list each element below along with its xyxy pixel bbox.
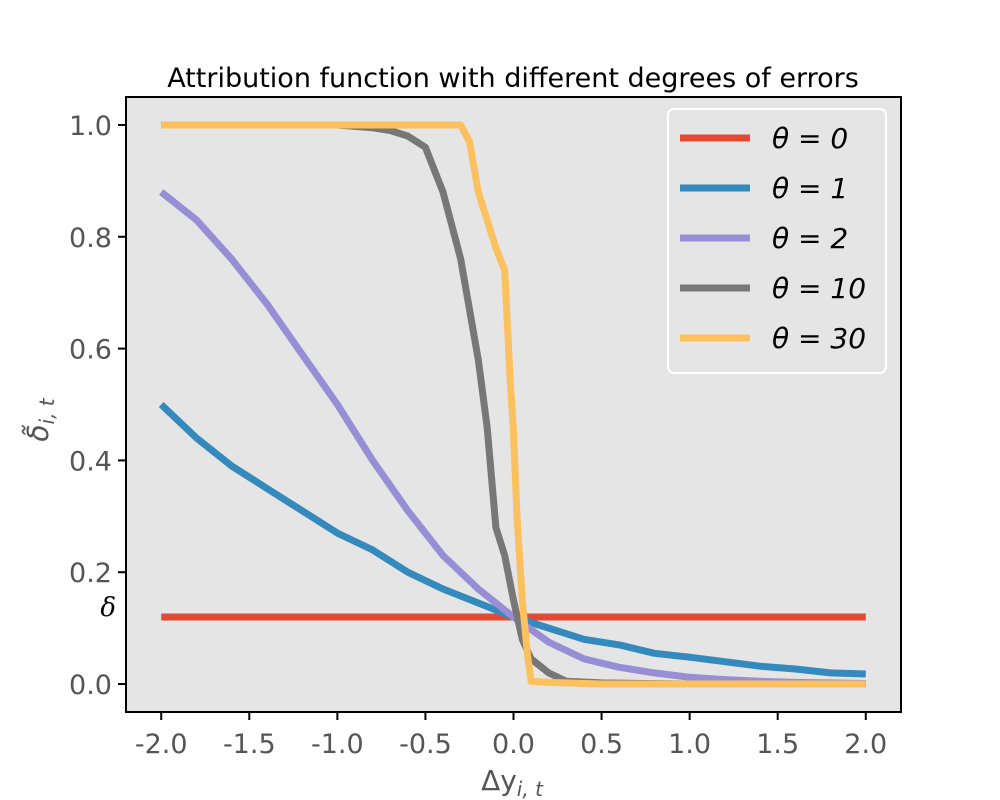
x-axis-label: Δyi, t (481, 764, 544, 800)
y-tick-label: 0.4 (69, 446, 112, 477)
legend-label: θ = 30 (772, 322, 866, 355)
series-line-4 (161, 121, 866, 688)
y-axis-label: δ̃i, t (21, 397, 59, 441)
x-tick-label: 0.5 (580, 729, 623, 760)
x-axis: -2.0 -1.5 -1.0 -0.5 0.0 0.5 1.0 1.5 2.0 (135, 712, 887, 760)
delta-annotation: δ (100, 593, 116, 623)
y-tick-label: 0.6 (69, 335, 112, 366)
x-tick-label: -0.5 (399, 729, 452, 760)
x-tick-label: -2.0 (135, 729, 188, 760)
x-tick-label: 2.0 (844, 729, 887, 760)
legend-label: θ = 0 (772, 122, 848, 155)
series-lines (158, 121, 866, 688)
y-tick-label: 0.2 (69, 558, 112, 589)
x-tick-label: 1.0 (668, 729, 711, 760)
x-axis-label-main: Δy (481, 764, 517, 797)
y-tick-label: 1.0 (69, 111, 112, 142)
legend-label: θ = 1 (772, 172, 848, 205)
x-axis-label-sub: i, t (517, 777, 544, 800)
legend: θ = 0 θ = 1 θ = 2 θ = 10 θ = 30 (667, 108, 887, 374)
chart-title: Attribution function with different degr… (167, 63, 859, 94)
y-axis-label-main: δ̃ (21, 424, 55, 441)
legend-label: θ = 2 (772, 222, 848, 255)
x-tick-label: -1.5 (223, 729, 276, 760)
y-tick-label: 0.8 (69, 223, 112, 254)
legend-label: θ = 10 (772, 272, 866, 305)
x-tick-label: 0.0 (492, 729, 535, 760)
x-tick-label: 1.5 (756, 729, 799, 760)
y-tick-label: 0.0 (69, 670, 112, 701)
legend-box (667, 108, 887, 374)
y-axis-label-sub: i, t (35, 397, 59, 424)
x-tick-label: -1.0 (311, 729, 364, 760)
y-axis: 0.0 0.2 0.4 0.6 0.8 1.0 (69, 111, 126, 701)
